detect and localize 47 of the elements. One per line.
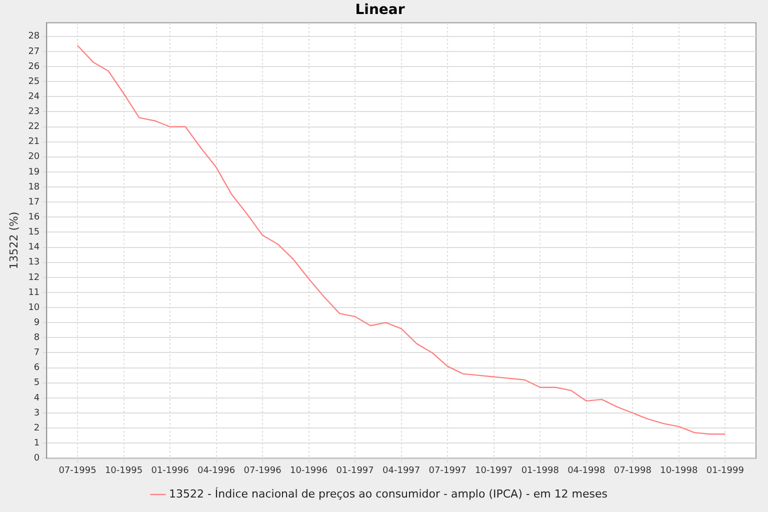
- y-tick-label: 2: [34, 423, 40, 434]
- y-tick-label: 9: [34, 318, 40, 328]
- y-tick-label: 10: [28, 302, 40, 313]
- y-tick-label: 0: [34, 454, 40, 464]
- y-tick-label: 6: [34, 363, 40, 374]
- y-tick-label: 8: [34, 333, 40, 344]
- y-tick-label: 24: [28, 92, 40, 102]
- y-tick-label: 25: [28, 76, 40, 87]
- legend-label: 13522 - Índice nacional de preços ao consumidor - amplo (IPCA) - em 12 meses: [168, 486, 608, 500]
- y-tick-label: 18: [28, 182, 40, 192]
- y-tick-label: 1: [34, 438, 40, 448]
- y-tick-label: 27: [28, 46, 40, 57]
- y-tick-label: 21: [28, 137, 40, 148]
- x-tick-label: 10-1997: [475, 466, 513, 476]
- x-tick-label: 10-1995: [104, 466, 143, 476]
- y-tick-label: 26: [28, 62, 40, 72]
- x-tick-label: 01-1999: [706, 466, 744, 476]
- x-tick-label: 04-1997: [382, 466, 420, 476]
- y-tick-label: 28: [28, 32, 40, 42]
- y-tick-label: 11: [28, 288, 40, 298]
- x-tick-label: 10-1998: [660, 466, 698, 476]
- y-tick-label: 22: [28, 122, 40, 132]
- x-tick-label: 07-1998: [614, 466, 652, 476]
- y-tick-label: 16: [28, 212, 40, 222]
- y-tick-label: 5: [34, 378, 40, 388]
- y-tick-label: 19: [28, 167, 40, 178]
- y-tick-label: 23: [28, 107, 40, 118]
- x-tick-label: 07-1995: [58, 466, 96, 476]
- y-tick-label: 15: [28, 228, 40, 238]
- y-tick-label: 17: [28, 197, 40, 208]
- x-tick-label: 04-1998: [568, 466, 606, 476]
- y-tick-label: 3: [34, 408, 40, 418]
- y-tick-label: 12: [28, 272, 40, 283]
- y-tick-label: 7: [34, 348, 40, 358]
- x-tick-label: 01-1997: [336, 466, 374, 476]
- x-tick-label: 01-1998: [521, 466, 560, 476]
- y-tick-label: 20: [28, 152, 40, 162]
- x-tick-label: 07-1997: [428, 466, 466, 476]
- x-tick-label: 10-1996: [290, 466, 328, 476]
- y-axis-title: 13522 (%): [7, 212, 20, 270]
- y-tick-label: 4: [34, 393, 40, 404]
- chart-title: Linear: [355, 2, 405, 18]
- x-tick-label: 07-1996: [244, 466, 282, 476]
- x-tick-label: 04-1996: [197, 466, 236, 476]
- x-tick-label: 01-1996: [151, 466, 190, 476]
- y-tick-label: 13: [28, 258, 40, 268]
- y-tick-label: 14: [28, 242, 40, 253]
